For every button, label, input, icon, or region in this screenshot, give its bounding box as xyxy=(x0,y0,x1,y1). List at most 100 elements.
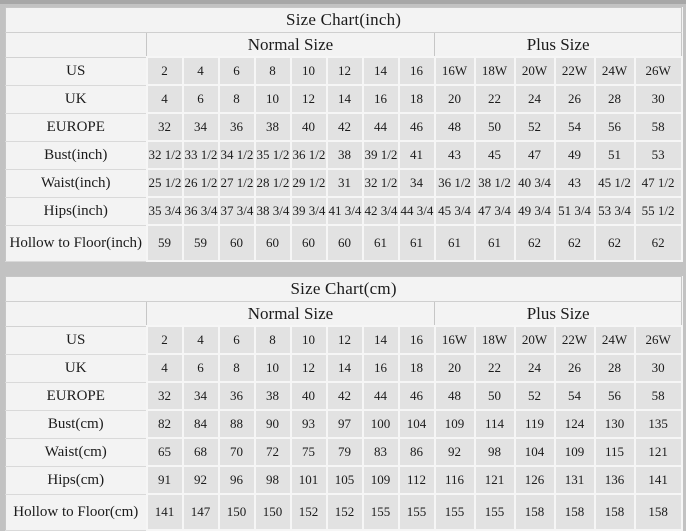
size-value-cell: 97 xyxy=(325,409,364,439)
size-value-cell: 14 xyxy=(325,84,364,114)
size-value-cell: 150 xyxy=(217,493,256,531)
size-value-cell: 91 xyxy=(145,465,184,495)
size-value-cell: 56 xyxy=(593,112,636,142)
size-value-cell: 30 xyxy=(633,84,683,114)
size-value-cell: 52 xyxy=(513,381,556,411)
size-value-cell: 2 xyxy=(145,325,184,355)
size-value-cell: 16 xyxy=(361,353,400,383)
size-value-cell: 49 xyxy=(553,140,596,170)
table-title-row: Size Chart(inch) xyxy=(5,7,682,33)
group-header-plus-size: Plus Size xyxy=(433,301,682,327)
size-value-cell: 51 xyxy=(593,140,636,170)
size-value-cell: 109 xyxy=(361,465,400,495)
size-value-cell: 62 xyxy=(513,224,556,262)
size-value-cell: 47 xyxy=(513,140,556,170)
size-value-cell: 30 xyxy=(633,353,683,383)
size-value-cell: 155 xyxy=(433,493,476,531)
size-value-cell: 12 xyxy=(289,84,328,114)
size-value-cell: 16 xyxy=(397,325,436,355)
size-value-cell: 8 xyxy=(217,353,256,383)
size-value-cell: 36 1/2 xyxy=(289,140,328,170)
size-value-cell: 136 xyxy=(593,465,636,495)
size-value-cell: 59 xyxy=(145,224,184,262)
size-value-cell: 44 xyxy=(361,112,400,142)
size-value-cell: 84 xyxy=(181,409,220,439)
row-label: Hips(cm) xyxy=(5,466,147,495)
size-value-cell: 41 3/4 xyxy=(325,196,364,226)
size-value-cell: 41 xyxy=(397,140,436,170)
table-row: Waist(cm) 65 68 70 72 75 79 83 86 92 98 104 109 115 12… xyxy=(5,437,683,467)
size-value-cell: 36 xyxy=(217,112,256,142)
size-value-cell: 155 xyxy=(361,493,400,531)
group-header-plus-size: Plus Size xyxy=(433,32,682,58)
size-value-cell: 10 xyxy=(289,325,328,355)
size-value-cell: 54 xyxy=(553,381,596,411)
size-value-cell: 104 xyxy=(513,437,556,467)
size-value-cell: 20W xyxy=(513,325,556,355)
size-value-cell: 72 xyxy=(253,437,292,467)
size-value-cell: 48 xyxy=(433,112,476,142)
table-row: Waist(inch) 25 1/2 26 1/2 27 1/2 28 1/2 29 1/… xyxy=(5,168,683,198)
size-value-cell: 52 xyxy=(513,112,556,142)
size-value-cell: 38 xyxy=(253,381,292,411)
size-value-cell: 62 xyxy=(553,224,596,262)
size-value-cell: 101 xyxy=(289,465,328,495)
size-value-cell: 42 3/4 xyxy=(361,196,400,226)
size-value-cell: 116 xyxy=(433,465,476,495)
size-value-cell: 16 xyxy=(397,56,436,86)
size-value-cell: 31 xyxy=(325,168,364,198)
size-value-cell: 50 xyxy=(473,381,516,411)
table-row: Hips(inch) 35 3/4 36 3/4 37 3/4 38 3/4 39 3/4… xyxy=(5,196,683,226)
size-value-cell: 24 xyxy=(513,84,556,114)
size-value-cell: 42 xyxy=(325,112,364,142)
size-value-cell: 61 xyxy=(361,224,400,262)
size-value-cell: 16W xyxy=(433,56,476,86)
size-value-cell: 37 3/4 xyxy=(217,196,256,226)
size-value-cell: 98 xyxy=(473,437,516,467)
size-value-cell: 40 xyxy=(289,381,328,411)
size-value-cell: 47 1/2 xyxy=(633,168,683,198)
size-value-cell: 62 xyxy=(593,224,636,262)
table-row: Bust(cm) 82 84 88 90 93 97 100 104 109 114 119 124 13… xyxy=(5,409,683,439)
row-label: EUROPE xyxy=(5,113,147,142)
size-value-cell: 40 3/4 xyxy=(513,168,556,198)
size-value-cell: 26W xyxy=(633,56,683,86)
size-value-cell: 2 xyxy=(145,56,184,86)
size-value-cell: 35 3/4 xyxy=(145,196,184,226)
table-title-row: Size Chart(cm) xyxy=(5,276,682,302)
table-title: Size Chart(cm) xyxy=(5,276,682,302)
size-value-cell: 70 xyxy=(217,437,256,467)
size-value-cell: 4 xyxy=(145,353,184,383)
size-value-cell: 42 xyxy=(325,381,364,411)
size-value-cell: 47 3/4 xyxy=(473,196,516,226)
size-value-cell: 18W xyxy=(473,56,516,86)
size-value-cell: 28 xyxy=(593,84,636,114)
size-value-cell: 86 xyxy=(397,437,436,467)
size-value-cell: 45 xyxy=(473,140,516,170)
size-value-cell: 8 xyxy=(253,325,292,355)
size-value-cell: 124 xyxy=(553,409,596,439)
size-value-cell: 90 xyxy=(253,409,292,439)
size-value-cell: 28 1/2 xyxy=(253,168,292,198)
size-value-cell: 158 xyxy=(513,493,556,531)
row-label: US xyxy=(5,326,147,355)
size-value-cell: 114 xyxy=(473,409,516,439)
size-value-cell: 82 xyxy=(145,409,184,439)
group-header-normal-size: Normal Size xyxy=(146,301,435,327)
size-value-cell: 8 xyxy=(217,84,256,114)
size-value-cell: 18 xyxy=(397,84,436,114)
size-value-cell: 121 xyxy=(473,465,516,495)
size-value-cell: 104 xyxy=(397,409,436,439)
row-label: Hips(inch) xyxy=(5,197,147,226)
size-value-cell: 96 xyxy=(217,465,256,495)
size-value-cell: 16W xyxy=(433,325,476,355)
size-value-cell: 33 1/2 xyxy=(181,140,220,170)
size-value-cell: 38 1/2 xyxy=(473,168,516,198)
size-value-cell: 53 xyxy=(633,140,683,170)
size-value-cell: 158 xyxy=(633,493,683,531)
size-value-cell: 135 xyxy=(633,409,683,439)
size-value-cell: 141 xyxy=(145,493,184,531)
size-chart-inch-table: Size Chart(inch) Normal Size Plus Size U… xyxy=(5,7,683,262)
size-value-cell: 155 xyxy=(397,493,436,531)
table-row: US 2 4 6 8 10 12 14 16 16W 18W 20W 22W 24W 26W xyxy=(5,325,683,355)
